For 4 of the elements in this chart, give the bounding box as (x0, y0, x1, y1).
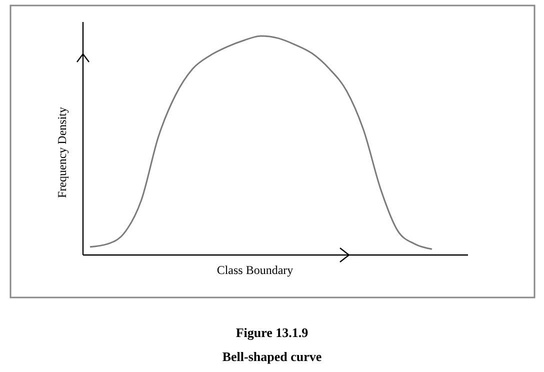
text: Figure 13.1.9 (236, 325, 309, 340)
x-axis-title: Class Boundary (216, 263, 294, 277)
text: Bell-shaped curve (222, 349, 322, 364)
y-axis-title: Frequency Density (55, 107, 69, 198)
